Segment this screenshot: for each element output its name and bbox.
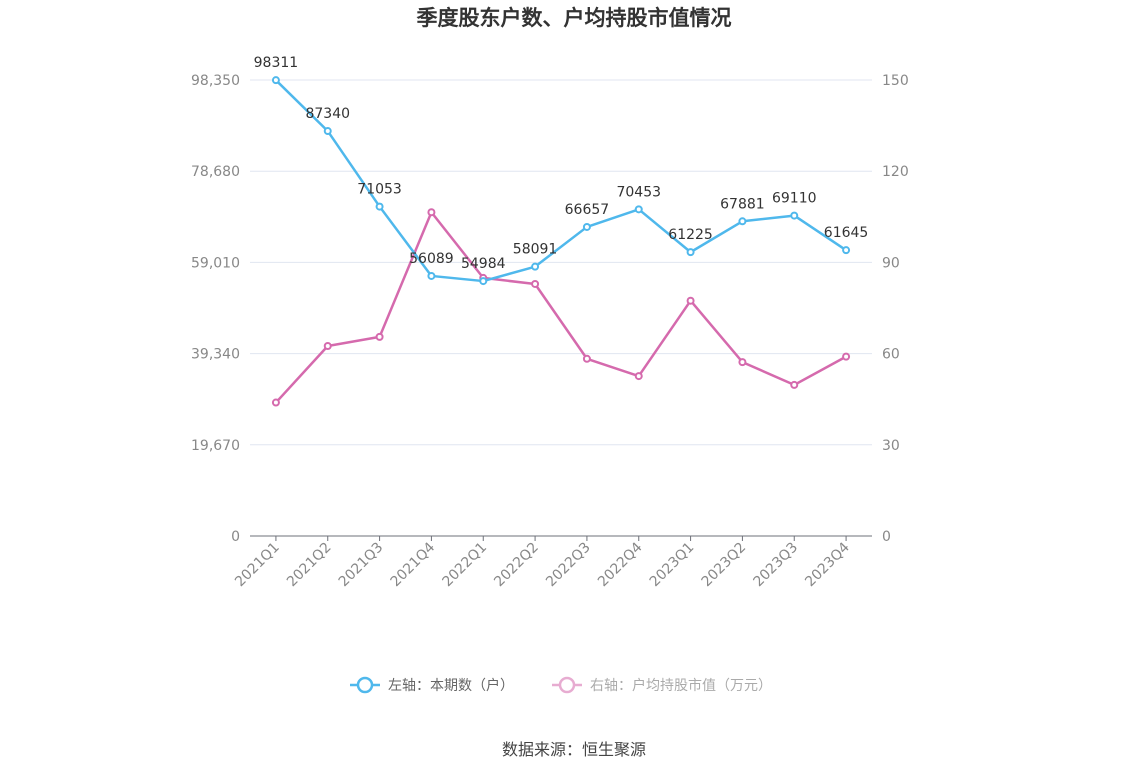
- x-tick-label: 2022Q1: [439, 540, 490, 591]
- left-tick-label: 0: [231, 529, 240, 545]
- data-label: 98311: [254, 55, 299, 71]
- legend-item: 左轴：本期数（户）: [350, 676, 514, 694]
- legend-label: 左轴：本期数（户）: [388, 677, 514, 694]
- data-point: [738, 217, 747, 226]
- data-point: [375, 332, 384, 341]
- data-point: [842, 352, 851, 361]
- data-point: [582, 354, 591, 363]
- x-tick-label: 2022Q3: [543, 540, 594, 591]
- x-tick-label: 2021Q4: [388, 539, 439, 590]
- data-point: [790, 380, 799, 389]
- data-point: [375, 202, 384, 211]
- legend-label: 右轴：户均持股市值（万元）: [590, 677, 772, 694]
- right-tick-label: 120: [882, 164, 909, 180]
- right-tick-label: 150: [882, 73, 909, 89]
- data-point: [686, 248, 695, 257]
- series-left: 98311 87340 71053 56089 54984 58091 66657 70453…: [254, 55, 869, 286]
- x-tick-label: 2023Q2: [699, 540, 750, 591]
- series-right: [271, 208, 851, 407]
- series-layer: 98311 87340 71053 56089 54984 58091 66657 70453…: [254, 55, 869, 407]
- legend-marker: [356, 676, 374, 694]
- right-tick-label: 30: [882, 438, 900, 454]
- data-label: 54984: [461, 256, 506, 272]
- data-point: [531, 279, 540, 288]
- data-label: 70453: [616, 184, 661, 200]
- data-point: [271, 398, 280, 407]
- source-note: 数据来源：恒生聚源: [502, 740, 646, 759]
- series-line: [274, 210, 847, 404]
- x-tick-label: 2022Q2: [491, 540, 542, 591]
- left-tick-label: 19,670: [191, 438, 240, 454]
- x-tick-label: 2023Q1: [647, 540, 698, 591]
- right-tick-label: 0: [882, 529, 891, 545]
- series-line: [275, 79, 847, 283]
- data-label: 71053: [357, 182, 402, 198]
- left-tick-label: 78,680: [191, 164, 240, 180]
- chart-title: 季度股东户数、户均持股市值情况: [417, 6, 732, 30]
- data-label: 61645: [824, 225, 869, 241]
- legend-item: 右轴：户均持股市值（万元）: [552, 676, 772, 694]
- data-label: 69110: [772, 191, 817, 207]
- data-label: 67881: [720, 196, 765, 212]
- right-axis: 0 30 60 90 120 150: [882, 73, 909, 545]
- data-point: [479, 277, 488, 286]
- data-point: [323, 127, 332, 136]
- x-tick-label: 2021Q2: [284, 540, 335, 591]
- data-label: 56089: [409, 251, 454, 267]
- data-point: [634, 372, 643, 381]
- data-label: 58091: [513, 242, 558, 258]
- data-point: [427, 271, 436, 280]
- legend-marker: [558, 676, 576, 694]
- data-point: [634, 205, 643, 214]
- data-point: [738, 358, 747, 367]
- x-tick-label: 2022Q4: [595, 539, 646, 590]
- left-tick-label: 98,350: [191, 73, 240, 89]
- legend[interactable]: 左轴：本期数（户） 右轴：户均持股市值（万元）: [350, 676, 772, 694]
- data-label: 66657: [565, 202, 610, 218]
- data-point: [427, 208, 436, 217]
- data-label: 61225: [668, 227, 713, 243]
- left-tick-label: 39,340: [191, 347, 240, 363]
- x-tick-label: 2021Q3: [336, 540, 387, 591]
- right-tick-label: 60: [882, 347, 900, 363]
- data-point: [686, 296, 695, 305]
- data-point: [582, 222, 591, 231]
- grid-lines: [250, 79, 872, 446]
- x-axis: 2021Q1 2021Q2 2021Q3 2021Q4 2022Q1 2022Q2 2022…: [232, 535, 872, 591]
- left-tick-label: 59,010: [191, 255, 240, 271]
- x-tick-label: 2021Q1: [232, 540, 283, 591]
- data-point: [842, 246, 851, 255]
- data-point: [323, 342, 332, 350]
- right-tick-label: 90: [882, 255, 900, 271]
- x-tick-label: 2023Q4: [802, 539, 853, 590]
- data-label: 87340: [305, 106, 350, 122]
- data-point: [790, 211, 799, 220]
- x-tick-label: 2023Q3: [750, 540, 801, 591]
- data-point: [531, 262, 540, 271]
- left-axis: 0 19,670 39,340 59,010 78,680 98,350: [191, 73, 240, 545]
- data-point: [271, 76, 280, 85]
